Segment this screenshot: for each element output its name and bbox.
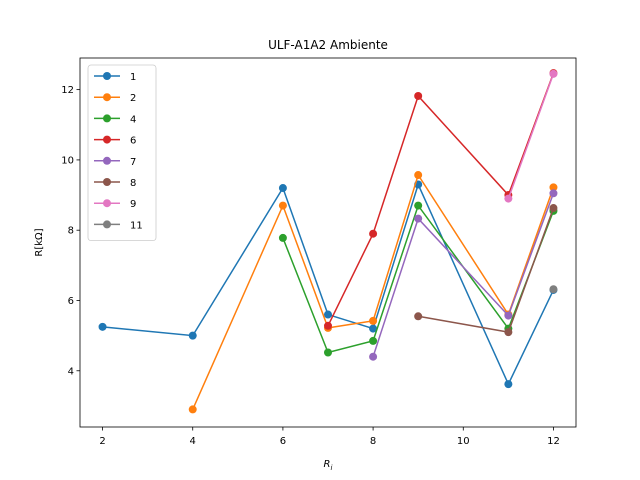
data-point <box>504 311 513 320</box>
data-point <box>549 189 558 198</box>
legend-item: 9 <box>94 199 136 210</box>
legend-marker <box>103 93 111 102</box>
data-point <box>414 171 423 180</box>
legend-marker <box>103 156 111 165</box>
x-axis-title: Ri <box>324 459 333 472</box>
legend-marker <box>103 72 111 80</box>
legend-label: 1 <box>130 72 136 83</box>
x-tick-label: 8 <box>370 436 376 447</box>
data-point <box>549 285 558 294</box>
data-point <box>278 201 287 210</box>
data-point <box>324 310 332 319</box>
legend-marker <box>103 220 111 229</box>
x-tick-label: 6 <box>280 436 286 447</box>
data-point <box>188 405 197 414</box>
legend-item: 11 <box>94 220 143 231</box>
legend-item: 1 <box>94 72 136 83</box>
x-tick-label: 2 <box>99 436 105 447</box>
legend-label: 6 <box>130 136 136 147</box>
series-1 <box>98 180 558 389</box>
data-point <box>278 184 287 193</box>
data-point <box>324 348 332 357</box>
plot-frame <box>79 57 577 428</box>
legend-box <box>87 64 157 242</box>
data-point <box>414 91 423 100</box>
x-tick-label: 4 <box>190 436 196 447</box>
data-point <box>369 316 378 325</box>
data-point <box>98 322 107 331</box>
series-7 <box>369 189 558 361</box>
y-tick-label: 8 <box>68 226 74 237</box>
legend-item: 7 <box>94 156 136 168</box>
legend-marker <box>103 199 111 208</box>
tick-layer: 2 4 6 8 10 12 4 6 8 10 12 <box>61 85 560 447</box>
data-point <box>549 69 558 78</box>
y-tick-label: 4 <box>68 366 74 377</box>
series-9 <box>504 69 558 203</box>
data-point <box>504 328 513 337</box>
data-point <box>188 331 197 340</box>
data-point <box>369 229 378 238</box>
y-tick-label: 10 <box>61 155 74 166</box>
series-line <box>282 203 555 354</box>
data-point <box>504 380 513 389</box>
data-point <box>369 336 378 345</box>
legend-label: 9 <box>130 199 136 210</box>
data-point <box>504 194 513 203</box>
series-8 <box>414 204 558 337</box>
x-axis-title-main: R <box>324 459 331 470</box>
series-line <box>102 182 555 386</box>
series-line <box>372 193 555 357</box>
x-tick-label: 12 <box>547 436 560 447</box>
legend-marker <box>103 178 111 186</box>
data-point <box>324 321 332 330</box>
data-point <box>278 233 287 242</box>
series-layer <box>98 69 558 414</box>
legend: 1 2 4 6 7 8 9 11 <box>87 64 157 242</box>
legend-item: 6 <box>94 135 136 147</box>
data-point <box>414 201 423 210</box>
data-point <box>549 204 558 213</box>
y-tick-label: 12 <box>61 85 74 96</box>
legend-label: 4 <box>130 114 136 125</box>
legend-item: 8 <box>94 178 136 189</box>
x-axis-title-subscript: i <box>331 464 333 472</box>
chart-title: ULF-A1A2 Ambiente <box>268 38 388 52</box>
data-point <box>414 312 423 321</box>
data-point <box>369 324 378 333</box>
data-point <box>369 352 378 361</box>
legend-label: 7 <box>130 157 136 168</box>
x-tick-label: 10 <box>457 436 470 447</box>
series-11 <box>549 285 558 294</box>
data-point <box>414 214 423 223</box>
legend-label: 2 <box>130 93 136 104</box>
series-line <box>507 73 555 199</box>
legend-item: 2 <box>94 93 136 104</box>
y-tick-label: 6 <box>68 296 74 307</box>
y-axis-title: R[kΩ] <box>34 228 45 256</box>
legend-marker <box>103 114 111 123</box>
legend-label: 11 <box>130 220 143 231</box>
legend-marker <box>103 135 111 144</box>
legend-label: 8 <box>130 178 136 189</box>
legend-item: 4 <box>94 114 136 125</box>
data-point <box>549 183 558 192</box>
